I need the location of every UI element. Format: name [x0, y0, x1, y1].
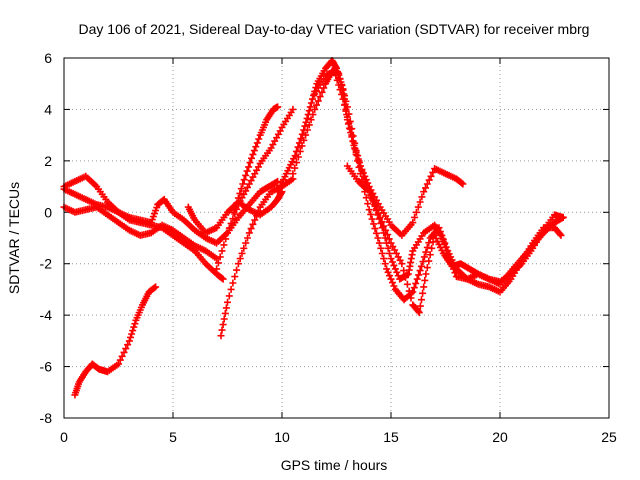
y-tick-label: -4 [40, 307, 53, 323]
series-marks [217, 175, 297, 340]
plot-frame [63, 57, 610, 419]
x-tick-labels: 0 5 10 15 20 25 [60, 429, 617, 445]
series-marks [213, 105, 297, 273]
grid [63, 57, 610, 419]
y-tick-label: 6 [44, 50, 52, 66]
y-axis-title: SDTVAR / TECUs [6, 182, 22, 294]
y-tick-label: 0 [44, 204, 52, 220]
series-track-11 [311, 67, 565, 304]
x-axis-title: GPS time / hours [281, 457, 388, 473]
x-tick-label: 0 [60, 429, 68, 445]
series-marks [311, 67, 565, 304]
series-track-6 [217, 175, 297, 340]
x-tick-label: 5 [169, 429, 177, 445]
x-tick-label: 20 [492, 429, 508, 445]
series-marks [71, 283, 160, 399]
series-track-4 [71, 283, 160, 399]
series-marks [343, 162, 567, 317]
y-tick-labels: -8 -6 -4 -2 0 2 4 6 [40, 50, 53, 426]
y-tick-label: -8 [40, 410, 53, 426]
chart-title: Day 106 of 2021, Sidereal Day-to-day VTE… [79, 21, 590, 37]
y-tick-label: 4 [44, 101, 52, 117]
x-tick-label: 15 [383, 429, 399, 445]
x-tick-label: 25 [601, 429, 617, 445]
series-track-12 [343, 162, 567, 317]
y-tick-label: 2 [44, 153, 52, 169]
series-track-8 [213, 105, 297, 273]
x-tick-label: 10 [274, 429, 290, 445]
y-tick-label: -2 [40, 256, 53, 272]
y-tick-label: -6 [40, 359, 53, 375]
series-layer [60, 57, 567, 399]
